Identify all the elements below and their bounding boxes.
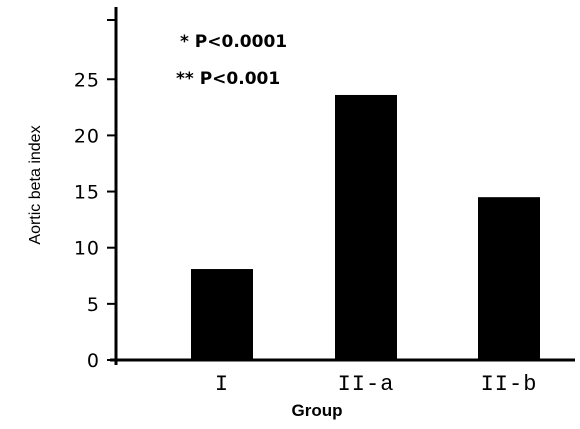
x-tick-label: I (215, 372, 229, 397)
x-labels: I II-a II-b (215, 372, 538, 397)
bars (191, 94, 540, 361)
x-tick-label: II-a (338, 372, 395, 397)
x-axis-label: Group (292, 401, 343, 420)
y-tick-label: 15 (74, 182, 100, 204)
y-tick-label: 20 (74, 125, 100, 147)
annotation-2: ** P<0.001 (176, 69, 280, 89)
y-axis-label: Aortic beta index (27, 125, 44, 244)
x-tick-label: II-b (481, 372, 538, 397)
annotation-1: * P<0.0001 (180, 32, 287, 52)
y-tick-label: 25 (74, 69, 100, 91)
y-tick-label: 10 (74, 238, 100, 260)
bar-ii-a (335, 94, 397, 361)
y-tick-label: 0 (87, 350, 100, 372)
annotations: * P<0.0001 ** P<0.001 (176, 32, 287, 89)
y-ticks: 0 5 10 15 20 25 (74, 19, 116, 372)
bar-ii-b (478, 197, 540, 360)
y-tick-label: 5 (87, 294, 100, 316)
bar-i (191, 269, 253, 360)
